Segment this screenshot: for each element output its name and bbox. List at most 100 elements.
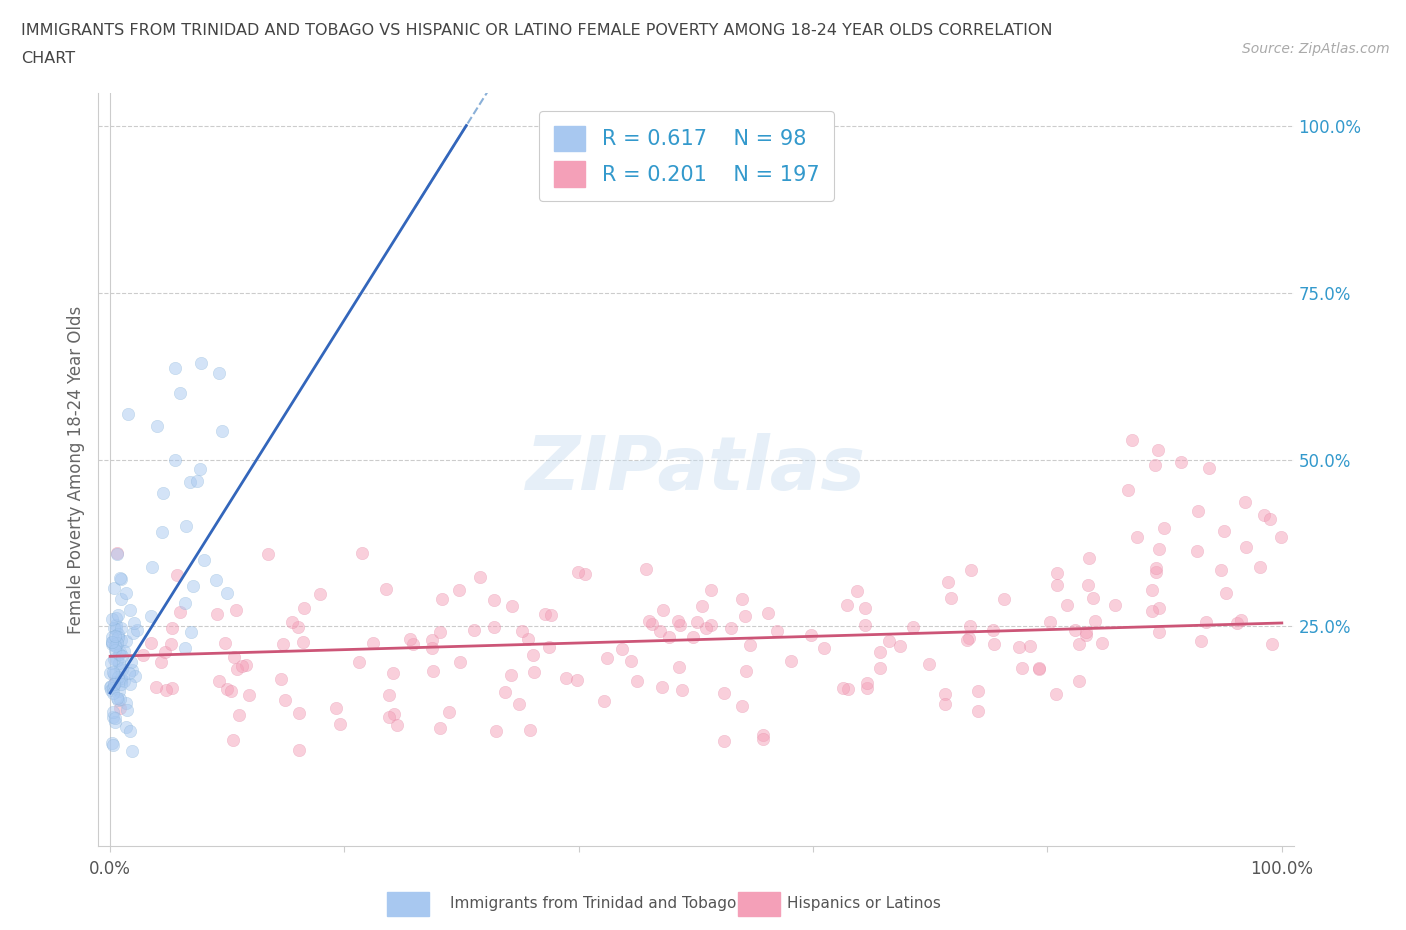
Point <box>221 684 243 698</box>
Point <box>103 651 125 666</box>
Point <box>463 622 485 637</box>
Point <box>155 644 177 659</box>
Point <box>108 692 131 707</box>
Point <box>141 636 163 651</box>
Point <box>555 671 578 685</box>
Point <box>1189 633 1212 648</box>
Point <box>110 572 132 587</box>
Point <box>101 635 124 650</box>
Point <box>118 665 141 680</box>
Text: ZIPatlas: ZIPatlas <box>526 433 866 506</box>
Point <box>114 720 136 735</box>
Point <box>105 546 128 561</box>
Point <box>105 653 128 668</box>
Point <box>482 593 505 608</box>
Point <box>967 684 990 698</box>
Point <box>121 743 143 758</box>
Point <box>121 626 143 641</box>
Point <box>752 727 775 742</box>
Point <box>270 671 292 686</box>
Point <box>103 666 125 681</box>
Point <box>180 625 202 640</box>
Point <box>856 675 879 690</box>
Point <box>1077 578 1099 592</box>
Point <box>104 711 127 725</box>
Point <box>378 687 401 702</box>
Point <box>835 597 858 612</box>
Point <box>1233 494 1256 509</box>
Point <box>163 452 186 467</box>
Point <box>166 567 188 582</box>
Point <box>429 720 451 735</box>
Point <box>420 632 443 647</box>
Point <box>713 685 735 700</box>
Point <box>375 582 398 597</box>
Point <box>1074 624 1097 639</box>
Point <box>432 591 454 606</box>
Point <box>956 632 979 647</box>
Point <box>309 586 332 601</box>
Point <box>361 635 384 650</box>
Point <box>120 724 142 738</box>
Point <box>101 710 124 724</box>
Point <box>668 660 690 675</box>
Point <box>735 663 758 678</box>
Point <box>163 360 186 375</box>
Point <box>877 633 900 648</box>
Point <box>328 716 350 731</box>
Point <box>103 581 125 596</box>
Point <box>207 673 229 688</box>
Point <box>620 654 643 669</box>
Point <box>215 682 238 697</box>
Point <box>713 734 735 749</box>
Point <box>449 655 471 670</box>
Point <box>592 694 614 709</box>
Point <box>169 386 191 401</box>
Point <box>150 525 173 539</box>
Point <box>936 575 959 590</box>
Point <box>638 614 661 629</box>
Point <box>101 681 124 696</box>
Text: CHART: CHART <box>21 51 75 66</box>
Point <box>869 644 891 659</box>
Point <box>121 662 143 677</box>
Point <box>100 736 122 751</box>
Point <box>107 646 129 661</box>
Point <box>1011 660 1033 675</box>
Legend: R = 0.617    N = 98, R = 0.201    N = 197: R = 0.617 N = 98, R = 0.201 N = 197 <box>538 111 834 202</box>
Point <box>1149 601 1171 616</box>
Point <box>122 616 145 631</box>
Point <box>939 591 962 605</box>
Point <box>641 617 664 631</box>
Point <box>813 641 835 656</box>
Point <box>228 708 250 723</box>
Point <box>1270 529 1292 544</box>
Point <box>1118 483 1140 498</box>
Point <box>179 474 201 489</box>
Point <box>287 742 309 757</box>
Point <box>596 651 619 666</box>
Point <box>110 672 132 687</box>
Point <box>1146 443 1168 458</box>
Point <box>901 619 924 634</box>
Point <box>160 620 183 635</box>
Point <box>1234 540 1257 555</box>
Point <box>1147 541 1170 556</box>
Point <box>508 697 530 711</box>
Point <box>292 635 315 650</box>
Point <box>934 686 956 701</box>
Point <box>350 546 373 561</box>
Point <box>105 635 128 650</box>
Point <box>983 636 1005 651</box>
Point <box>734 609 756 624</box>
Point <box>1091 636 1114 651</box>
Point <box>132 647 155 662</box>
Point <box>699 583 721 598</box>
Point <box>1170 454 1192 469</box>
Point <box>574 566 596 581</box>
Point <box>101 612 124 627</box>
Point <box>217 586 239 601</box>
Point <box>756 605 779 620</box>
Point <box>832 681 855 696</box>
Point <box>967 703 990 718</box>
